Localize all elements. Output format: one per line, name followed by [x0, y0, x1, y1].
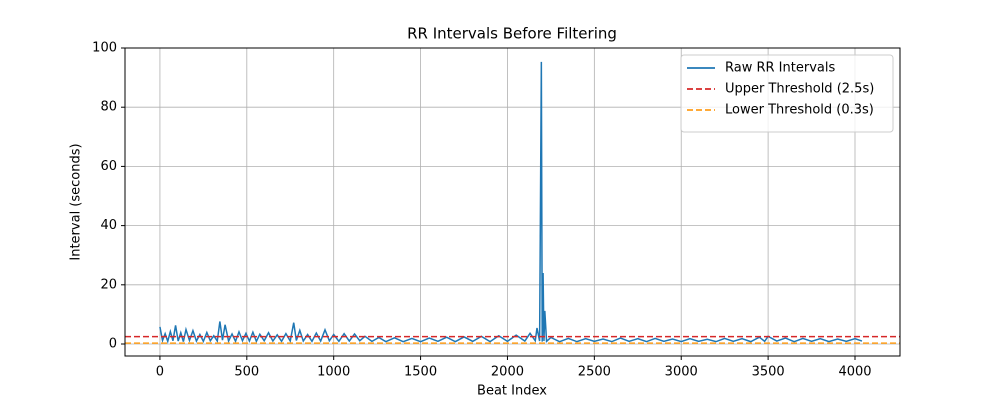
y-tick-label: 20	[100, 277, 117, 292]
x-tick-label: 500	[234, 365, 259, 380]
x-tick-label: 3000	[665, 365, 698, 380]
x-tick-label: 1000	[317, 365, 350, 380]
legend-label: Raw RR Intervals	[725, 61, 835, 76]
chart-title: RR Intervals Before Filtering	[407, 25, 617, 43]
legend-label: Upper Threshold (2.5s)	[725, 82, 874, 97]
y-tick-label: 40	[100, 218, 117, 233]
y-tick-label: 100	[92, 41, 117, 56]
y-tick-label: 80	[100, 100, 117, 115]
y-axis-label: Interval (seconds)	[69, 143, 84, 260]
legend-box	[680, 54, 894, 133]
x-tick-label: 2500	[578, 365, 611, 380]
y-tick-label: 0	[109, 337, 117, 352]
x-axis-label: Beat Index	[477, 384, 547, 399]
axes-frame	[124, 47, 901, 357]
y-tick-label: 60	[100, 159, 117, 174]
x-tick-label: 3500	[752, 365, 785, 380]
legend-label: Lower Threshold (0.3s)	[725, 103, 874, 118]
data-line	[159, 61, 863, 344]
x-tick-label: 0	[156, 365, 164, 380]
x-tick-label: 4000	[838, 365, 871, 380]
x-tick-label: 1500	[404, 365, 437, 380]
x-tick-label: 2000	[491, 365, 524, 380]
